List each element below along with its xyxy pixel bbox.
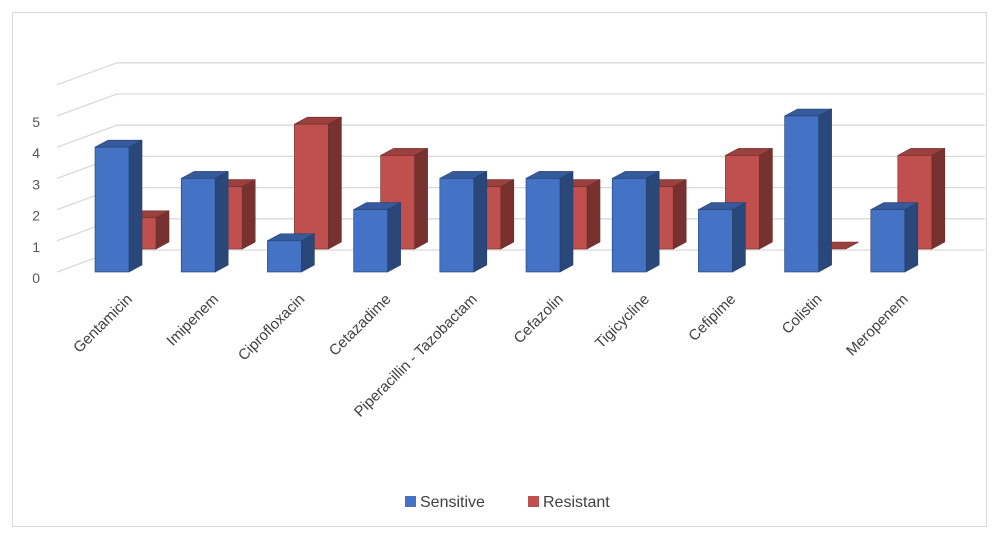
- legend-label: Resistant: [543, 494, 610, 511]
- y-tick-label: 4: [32, 145, 40, 161]
- gridline: [56, 124, 985, 148]
- y-tick-label: 0: [32, 270, 40, 286]
- legend-item: Resistant: [528, 494, 610, 511]
- bar: [870, 202, 919, 273]
- legend-item: Sensitive: [405, 494, 485, 511]
- gridlines: [56, 62, 985, 273]
- x-tick-label: Ciprofloxacin: [235, 291, 308, 364]
- gridline: [56, 62, 985, 86]
- bar: [267, 233, 315, 273]
- gridline: [56, 93, 985, 117]
- bar: [94, 139, 143, 273]
- y-tick-label: 2: [32, 208, 40, 224]
- x-tick-label: Colistin: [779, 291, 826, 338]
- chart-frame: [12, 12, 987, 527]
- legend-swatch: [405, 496, 416, 507]
- bar: [353, 202, 401, 273]
- bar: [294, 116, 342, 250]
- legend: Sensitive Resistant: [405, 494, 610, 511]
- bar: [784, 108, 832, 273]
- back-series-bars: [121, 116, 946, 250]
- bar: [439, 170, 488, 273]
- x-tick-label: Cetazadime: [326, 291, 395, 360]
- front-series-bars: [94, 108, 919, 273]
- bar: [611, 170, 660, 273]
- bar: [180, 170, 229, 273]
- y-axis-ticks: 0 1 2 3 4 5: [32, 114, 40, 286]
- legend-label: Sensitive: [420, 494, 485, 511]
- y-tick-label: 3: [32, 176, 40, 192]
- x-tick-label: Gentamicin: [70, 291, 136, 357]
- x-tick-label: Cefipime: [685, 291, 739, 345]
- x-tick-label: Cefazolin: [511, 291, 567, 347]
- y-tick-label: 1: [32, 239, 40, 255]
- bar: [698, 202, 746, 273]
- x-tick-label: Tigicycline: [592, 291, 653, 352]
- x-tick-label: Meropenem: [843, 291, 912, 360]
- x-tick-label: Imipenem: [163, 291, 222, 350]
- bar: [525, 170, 574, 273]
- x-axis-labels: Gentamicin Imipenem Ciprofloxacin Cetazadim…: [70, 291, 911, 421]
- legend-swatch: [528, 496, 539, 507]
- y-tick-label: 5: [32, 114, 40, 130]
